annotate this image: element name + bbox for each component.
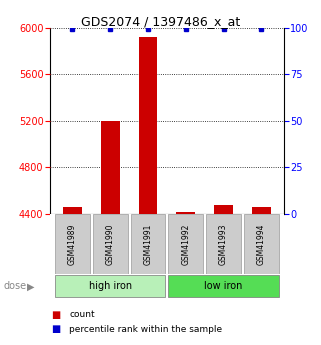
Bar	[214, 205, 233, 214]
Text: GSM41992: GSM41992	[181, 224, 190, 265]
Text: dose: dose	[3, 282, 26, 291]
Text: percentile rank within the sample: percentile rank within the sample	[69, 325, 222, 334]
Text: GDS2074 / 1397486_x_at: GDS2074 / 1397486_x_at	[81, 16, 240, 29]
Bar	[244, 214, 279, 274]
Bar	[139, 37, 158, 214]
Bar	[101, 121, 120, 214]
Text: GSM41994: GSM41994	[257, 223, 266, 265]
Bar	[93, 214, 128, 274]
Text: ▶: ▶	[27, 282, 34, 291]
Bar	[176, 211, 195, 214]
Text: high iron: high iron	[89, 282, 132, 291]
Bar	[169, 275, 279, 297]
Bar	[131, 214, 165, 274]
Bar	[206, 214, 241, 274]
Bar	[252, 207, 271, 214]
Text: GSM41993: GSM41993	[219, 223, 228, 265]
Bar	[55, 214, 90, 274]
Text: ■: ■	[51, 325, 61, 334]
Text: ■: ■	[51, 310, 61, 319]
Bar	[55, 275, 165, 297]
Text: GSM41989: GSM41989	[68, 224, 77, 265]
Bar	[169, 214, 203, 274]
Text: count: count	[69, 310, 95, 319]
Bar	[63, 207, 82, 214]
Text: GSM41991: GSM41991	[143, 224, 152, 265]
Text: GSM41990: GSM41990	[106, 223, 115, 265]
Text: low iron: low iron	[204, 282, 243, 291]
